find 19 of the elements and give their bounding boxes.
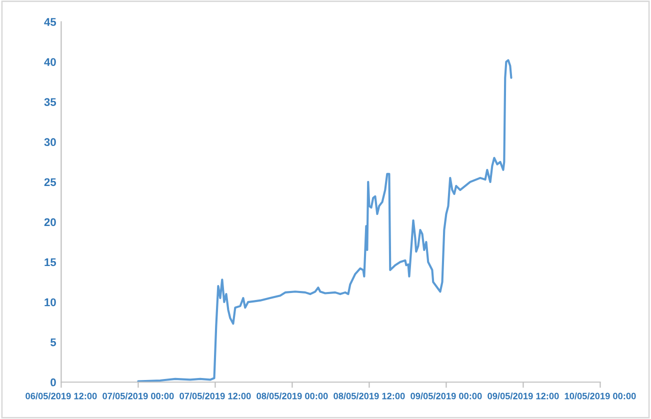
y-tick-label: 40 <box>44 58 56 66</box>
x-tick-label: 07/05/2019 00:00 <box>102 392 174 400</box>
y-tick-label: 20 <box>44 218 56 226</box>
y-tick-label: 5 <box>50 338 56 346</box>
y-tick-label: 30 <box>44 138 56 146</box>
x-tick-label: 09/05/2019 00:00 <box>410 392 482 400</box>
x-tick-label: 08/05/2019 12:00 <box>334 392 405 400</box>
x-tick-label: 08/05/2019 00:00 <box>256 392 328 400</box>
x-tick-label: 09/05/2019 12:00 <box>488 392 559 400</box>
y-tick-label: 10 <box>44 298 56 306</box>
line-series <box>137 59 512 382</box>
x-tick-label: 06/05/2019 12:00 <box>26 392 97 400</box>
y-tick-label: 0 <box>50 378 56 386</box>
x-tick-label: 10/05/2019 00:00 <box>564 392 636 400</box>
x-tick-label: 07/05/2019 12:00 <box>180 392 251 400</box>
y-tick-label: 15 <box>44 258 56 266</box>
y-tick-label: 35 <box>44 98 56 106</box>
y-tick-label: 25 <box>44 178 56 186</box>
y-tick-label: 45 <box>44 18 56 26</box>
